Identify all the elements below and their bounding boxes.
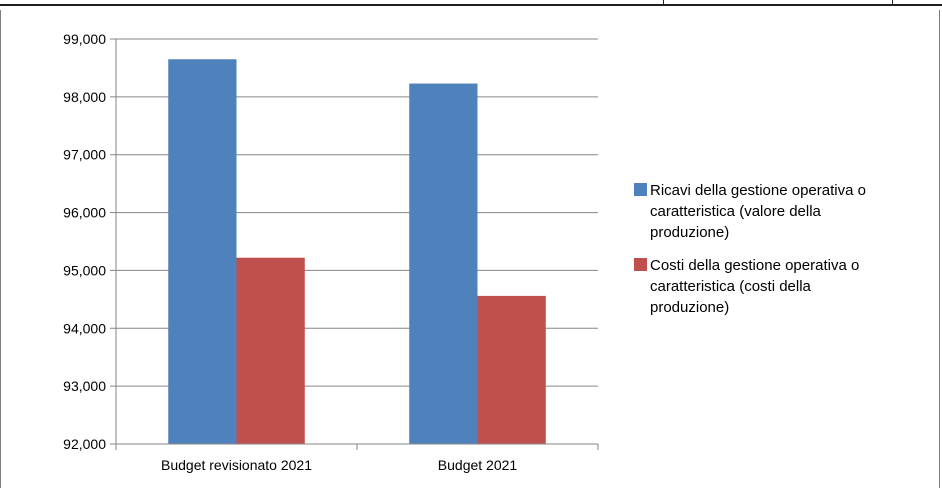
y-tick-label: 93,000 xyxy=(63,378,106,394)
legend-swatch-costi xyxy=(634,258,647,271)
top-rule xyxy=(0,4,942,6)
bar-costi xyxy=(477,295,546,444)
top-border xyxy=(0,0,942,6)
top-tick xyxy=(892,0,893,6)
y-tick-label: 96,000 xyxy=(63,205,106,221)
top-tick xyxy=(663,0,664,6)
legend-label-line: produzione) xyxy=(650,299,730,316)
legend-label-costi: Costi della gestione operativa o caratte… xyxy=(650,255,859,318)
y-tick-label: 94,000 xyxy=(63,320,106,336)
legend-label-line: produzione) xyxy=(650,224,730,241)
x-tick-label: Budget 2021 xyxy=(438,457,518,473)
chart-legend: Ricavi della gestione operativa o caratt… xyxy=(634,180,934,330)
y-tick-label: 92,000 xyxy=(63,436,106,452)
chart-frame xyxy=(0,10,940,488)
x-tick-label: Budget revisionato 2021 xyxy=(161,457,312,473)
y-tick-label: 98,000 xyxy=(63,89,106,105)
legend-label-line: caratteristica (costi della xyxy=(650,278,811,295)
legend-label-line: Ricavi della gestione operativa o xyxy=(650,182,866,199)
y-tick-label: 97,000 xyxy=(63,147,106,163)
y-tick-label: 99,000 xyxy=(63,31,106,47)
y-tick-label: 95,000 xyxy=(63,262,106,278)
legend-label-ricavi: Ricavi della gestione operativa o caratt… xyxy=(650,180,866,243)
bar-costi xyxy=(236,257,305,444)
legend-label-line: caratteristica (valore della xyxy=(650,203,821,220)
legend-swatch-ricavi xyxy=(634,183,647,196)
legend-item-ricavi: Ricavi della gestione operativa o caratt… xyxy=(634,180,934,243)
bar-ricavi xyxy=(168,59,237,444)
bar-ricavi xyxy=(409,83,478,445)
legend-item-costi: Costi della gestione operativa o caratte… xyxy=(634,255,934,318)
legend-label-line: Costi della gestione operativa o xyxy=(650,257,860,274)
